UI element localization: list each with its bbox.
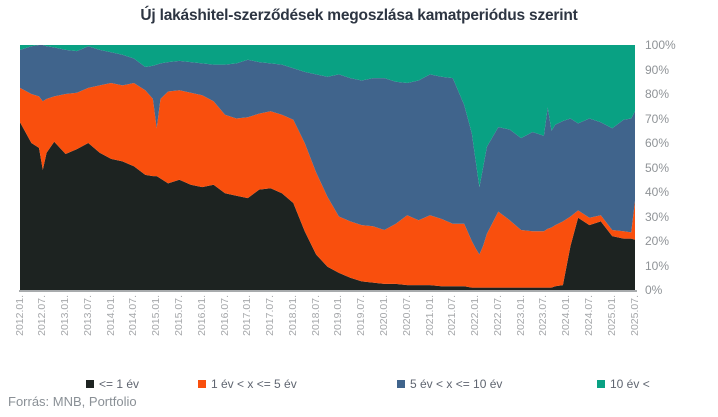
y-tick-label: 70% [645,111,670,126]
area-1-v-x-5-v [20,83,635,288]
x-tick-label: 2021.01. [423,295,436,336]
x-tick-label: 2016.01. [195,295,208,336]
area-5-v-x-10-v [20,45,635,255]
y-tick-label: 80% [645,87,670,101]
x-tick-label: 2022.07. [491,295,504,336]
legend-item-5-v-x-10-v: 5 év < x <= 10 év [397,377,502,391]
x-tick-label: 2018.01. [286,295,299,336]
y-tick-label: 50% [645,160,670,175]
y-tick-label: 90% [645,62,670,77]
x-tick-label: 2013.01. [59,295,72,336]
legend-item-10-v: 10 év < [597,377,650,391]
y-tick-label: 60% [645,136,670,150]
x-tick-label: 2017.07. [264,295,277,336]
x-axis-line [19,290,637,292]
legend-item-1-v: <= 1 év [86,377,139,391]
x-tick-label: 2019.01. [332,295,345,336]
x-tick-label: 2013.07. [81,295,94,336]
chart-title: Új lakáshitel-szerződések megoszlása kam… [140,7,578,24]
x-tick-label: 2024.01. [560,295,573,336]
x-tick-label: 2014.07. [127,295,140,336]
legend-swatch-icon [397,380,405,388]
legend-item-1-v-x-5-v: 1 év < x <= 5 év [198,377,297,391]
x-tick-label: 2019.07. [355,295,368,336]
x-tick-label: 2023.07. [537,295,550,336]
x-tick-label: 2017.01. [241,295,254,336]
legend-swatch-icon [86,380,94,388]
legend-swatch-icon [597,380,605,388]
x-tick-label: 2024.07. [582,295,595,336]
legend-item-label: <= 1 év [99,377,140,391]
x-tick-label: 2015.01. [150,295,163,336]
y-tick-label: 100% [645,38,676,52]
y-tick-label: 0% [645,283,663,297]
x-tick-label: 2023.01. [514,295,527,336]
x-tick-label: 2018.07. [309,295,322,336]
y-tick-label: 30% [645,209,670,224]
area-10-v [20,45,635,188]
area-1-v [20,122,635,290]
x-tick-label: 2012.07. [36,295,49,336]
legend-swatch-icon [198,380,206,388]
x-tick-label: 2020.07. [400,295,413,336]
x-tick-label: 2021.07. [446,295,459,336]
legend-item-label: 1 év < x <= 5 év [211,377,297,391]
x-tick-label: 2014.01. [104,295,117,336]
x-tick-label: 2022.01. [469,295,482,336]
x-tick-label: 2015.07. [172,295,185,336]
x-tick-label: 2012.01. [13,295,26,336]
y-tick-label: 20% [645,234,670,248]
legend-item-label: 10 év < [610,377,650,391]
y-tick-label: 40% [645,185,670,199]
x-tick-label: 2016.07. [218,295,231,336]
source-note: Forrás: MNB, Portfolio [8,394,137,409]
y-tick-label: 10% [645,258,670,273]
x-tick-label: 2025.01. [605,295,618,336]
x-tick-label: 2020.01. [377,295,390,336]
legend-item-label: 5 év < x <= 10 év [410,377,503,391]
x-tick-label: 2025.07. [628,295,641,336]
